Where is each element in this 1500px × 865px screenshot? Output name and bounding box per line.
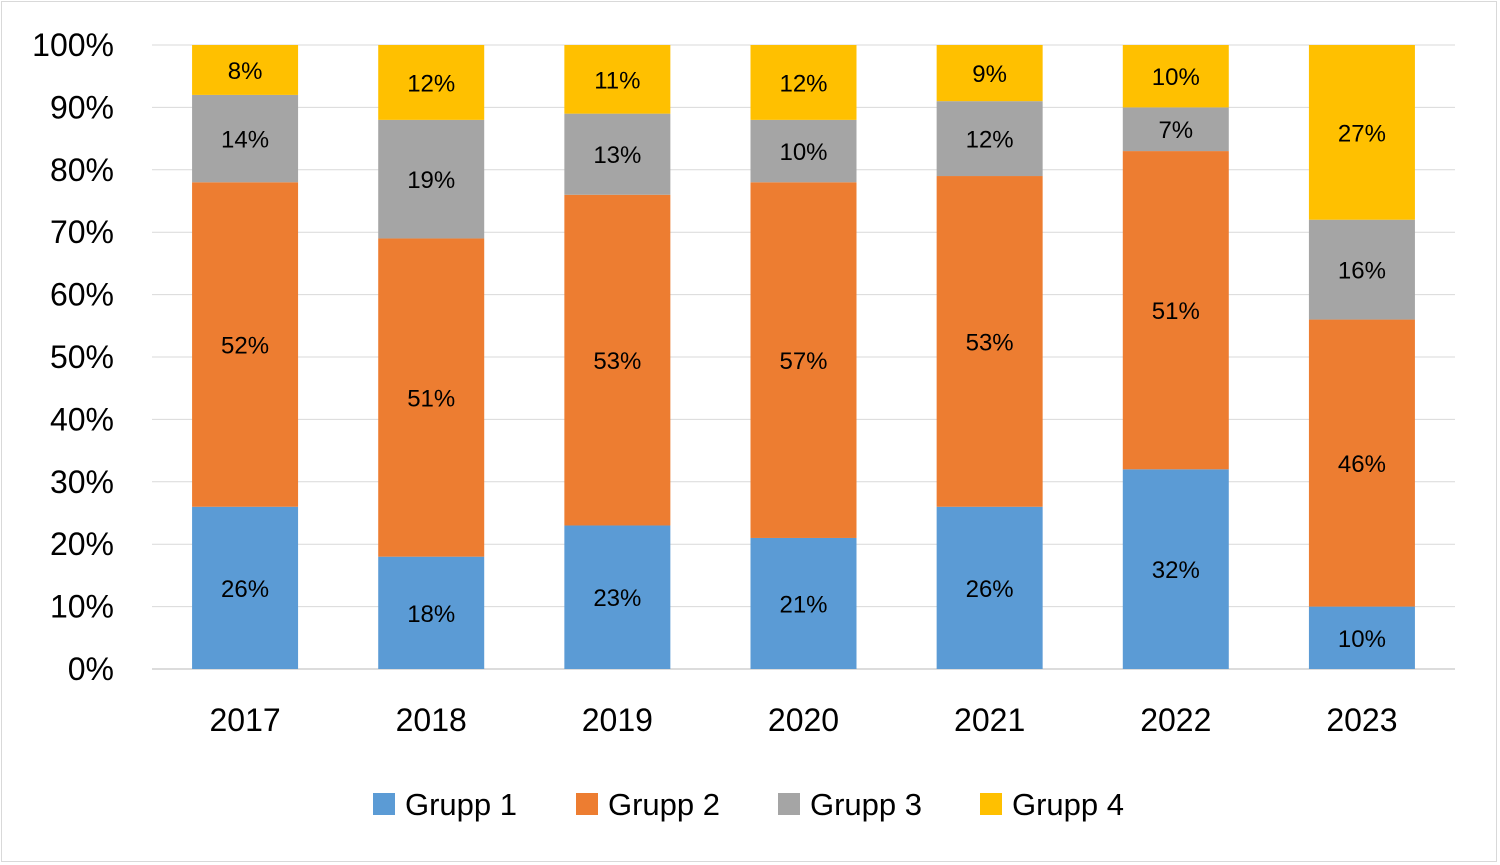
bar-stack-2021: 26% 53% 12% 9% [936,45,1043,669]
legend-item-grupp-1: Grupp 1 [373,787,517,822]
bar-segment-grupp-3 [378,119,485,239]
bar-segment-grupp-4 [1122,45,1229,108]
bar-segment-grupp-3 [564,113,671,195]
legend-swatch [373,793,395,815]
bar-segment-grupp-4 [1308,45,1415,220]
bar-segment-grupp-3 [750,119,857,183]
legend-label: Grupp 2 [608,787,720,822]
y-tick-label: 50% [50,339,114,375]
bar-segment-grupp-2 [192,182,299,507]
legend-swatch [778,793,800,815]
legend-swatch [576,793,598,815]
x-tick-label: 2018 [396,702,467,738]
bar-segment-grupp-3 [1122,107,1229,152]
y-tick-label: 70% [50,214,114,250]
legend-item-grupp-4: Grupp 4 [980,787,1124,822]
bars: 26% 52% 14% 8% 18% 51% 19% 12% 23% 53% 13% 11% 21% 57… [192,45,1415,669]
bar-segment-grupp-2 [936,176,1043,507]
data-label: 12% [779,70,827,97]
data-label: 19% [407,167,455,194]
x-tick-label: 2017 [209,702,280,738]
data-label: 10% [1338,626,1386,653]
data-label: 11% [594,67,640,94]
data-label: 52% [221,333,269,360]
bar-segment-grupp-4 [750,45,857,120]
legend-label: Grupp 4 [1012,787,1124,822]
legend-swatch [980,793,1002,815]
data-label: 32% [1152,557,1200,584]
bar-segment-grupp-2 [750,182,857,538]
data-label: 10% [779,139,827,166]
bar-segment-grupp-2 [564,194,671,526]
bar-stack-2020: 21% 57% 10% 12% [750,45,857,669]
x-tick-label: 2023 [1326,702,1397,738]
bar-segment-grupp-2 [1308,319,1415,607]
data-label: 13% [593,142,641,169]
y-tick-label: 90% [50,89,114,125]
legend-item-grupp-3: Grupp 3 [778,787,922,822]
bar-segment-grupp-1 [1308,606,1415,669]
y-tick-label: 20% [50,526,114,562]
data-label: 10% [1152,64,1200,91]
x-tick-label: 2021 [954,702,1025,738]
legend-item-grupp-2: Grupp 2 [576,787,720,822]
data-label: 57% [779,348,827,375]
legend-label: Grupp 3 [810,787,922,822]
x-tick-label: 2019 [582,702,653,738]
data-label: 27% [1338,120,1386,147]
bar-segment-grupp-1 [192,506,299,669]
data-label: 21% [779,591,827,618]
bar-segment-grupp-2 [378,238,485,557]
legend: Grupp 1 Grupp 2 Grupp 3 Grupp 4 [373,787,1124,822]
data-label: 12% [966,127,1014,154]
bar-segment-grupp-3 [936,101,1043,177]
bar-stack-2018: 18% 51% 19% 12% [378,45,485,669]
data-label: 46% [1338,451,1386,478]
bar-segment-grupp-1 [378,556,485,669]
data-label: 53% [966,329,1014,356]
y-tick-label: 100% [32,27,114,63]
y-axis: 0% 10% 20% 30% 40% 50% 60% 70% 80% 90% 100% [32,27,114,687]
y-tick-label: 60% [50,277,114,313]
bar-segment-grupp-3 [192,94,299,183]
x-tick-label: 2022 [1140,702,1211,738]
data-label: 26% [966,576,1014,603]
bar-segment-grupp-4 [936,45,1043,102]
data-label: 7% [1158,117,1193,144]
legend-label: Grupp 1 [405,787,517,822]
data-label: 9% [972,61,1007,88]
bar-stack-2022: 32% 51% 7% 10% [1122,45,1229,669]
bar-stack-2023: 10% 46% 16% 27% [1308,45,1415,669]
bar-segment-grupp-4 [192,45,299,95]
data-label: 14% [221,127,269,154]
x-axis: 2017 2018 2019 2020 2021 2022 2023 [209,702,1397,738]
y-tick-label: 0% [68,651,114,687]
data-label: 51% [407,386,455,413]
data-label: 12% [407,70,455,97]
data-label: 26% [221,576,269,603]
data-label: 8% [228,58,263,85]
bar-segment-grupp-4 [378,45,485,120]
bar-segment-grupp-1 [1122,469,1229,669]
x-tick-label: 2020 [768,702,839,738]
bar-stack-2019: 23% 53% 13% 11% [564,45,671,669]
bar-stack-2017: 26% 52% 14% 8% [192,45,299,669]
bar-segment-grupp-2 [1122,151,1229,470]
y-tick-label: 40% [50,401,114,437]
bar-segment-grupp-1 [750,537,857,669]
data-label: 23% [593,585,641,612]
data-label: 53% [593,348,641,375]
bar-segment-grupp-4 [564,45,671,114]
bar-segment-grupp-1 [936,506,1043,669]
y-tick-label: 30% [50,464,114,500]
bar-segment-grupp-1 [564,525,671,669]
y-tick-label: 80% [50,152,114,188]
bar-segment-grupp-3 [1308,219,1415,320]
data-label: 51% [1152,298,1200,325]
y-tick-label: 10% [50,589,114,625]
data-label: 18% [407,601,455,628]
data-label: 16% [1338,258,1386,285]
